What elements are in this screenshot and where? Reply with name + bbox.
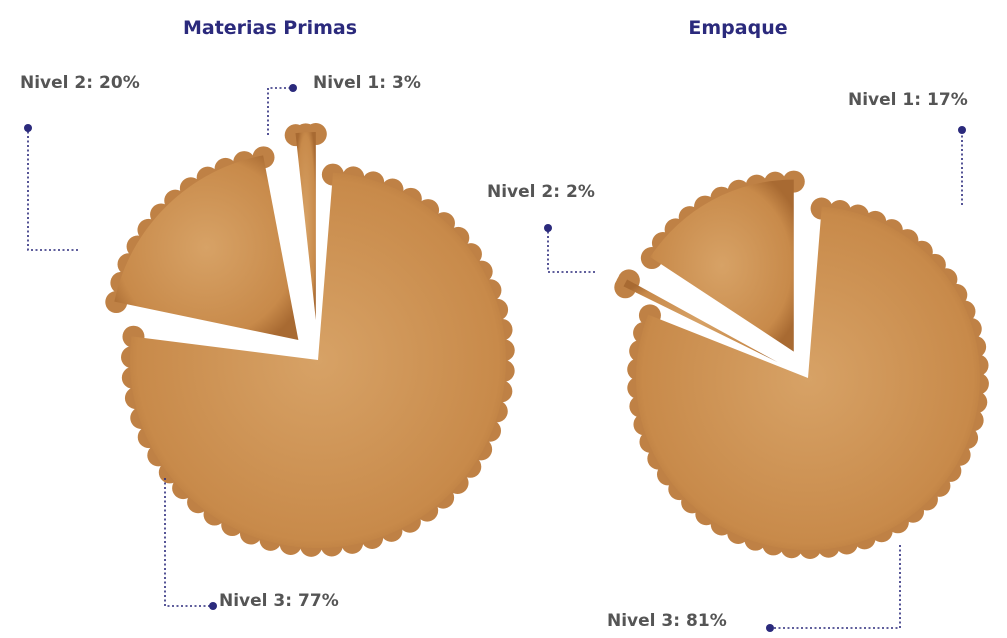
slice-label: Nivel 2: 2% <box>487 182 595 202</box>
slice-label: Nivel 1: 3% <box>313 73 421 93</box>
pie-slice <box>623 279 778 363</box>
slice-label: Nivel 1: 17% <box>848 90 968 110</box>
slice-label: Nivel 3: 81% <box>607 611 727 631</box>
leader-dot <box>544 224 552 232</box>
value-label: 20% <box>99 73 140 93</box>
value-label: 81% <box>686 611 727 631</box>
category-label: Nivel 1: <box>848 90 921 110</box>
slice-label: Nivel 2: 20% <box>20 73 140 93</box>
pie-slice <box>635 206 980 550</box>
value-label: 77% <box>298 591 339 611</box>
category-label: Nivel 2: <box>487 182 560 202</box>
value-label: 3% <box>392 73 421 93</box>
leader-dot <box>209 602 217 610</box>
pie-slice <box>650 179 794 352</box>
leader-dot <box>958 126 966 134</box>
pie-slice <box>295 132 316 321</box>
leader-dot <box>289 84 297 92</box>
value-label: 2% <box>566 182 595 202</box>
pie-slice <box>129 172 506 548</box>
pie-slice <box>114 155 299 341</box>
leader-line <box>27 128 78 251</box>
leader-line <box>547 228 595 273</box>
pie-slice-group <box>105 146 299 341</box>
leader-line <box>267 87 293 135</box>
category-label: Nivel 3: <box>219 591 292 611</box>
category-label: Nivel 1: <box>313 73 386 93</box>
pie-slice-group <box>121 163 515 557</box>
leader-dot <box>24 124 32 132</box>
leader-line <box>164 478 213 607</box>
leader-dot <box>766 624 774 632</box>
pie-slice-group <box>627 197 989 559</box>
pie-slice-group <box>284 123 327 321</box>
chart-title: Empaque <box>688 17 787 39</box>
pie-slice-group <box>614 269 778 363</box>
slice-label: Nivel 3: 77% <box>219 591 339 611</box>
leader-line <box>770 545 901 629</box>
pie-slice-group <box>640 170 805 352</box>
value-label: 17% <box>927 90 968 110</box>
category-label: Nivel 2: <box>20 73 93 93</box>
category-label: Nivel 3: <box>607 611 680 631</box>
chart-title: Materias Primas <box>183 17 357 39</box>
